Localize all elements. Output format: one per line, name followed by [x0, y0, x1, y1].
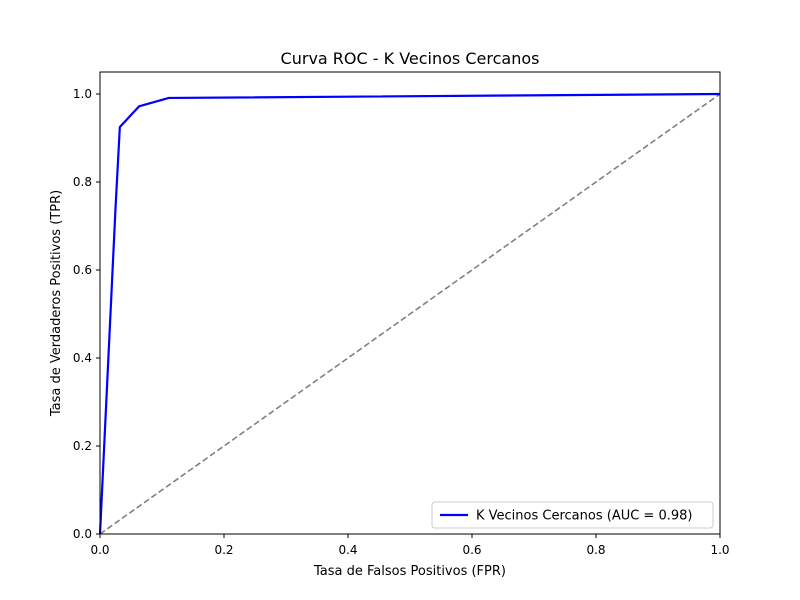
x-tick-label: 0.8: [586, 543, 605, 557]
x-tick-label: 1.0: [710, 543, 729, 557]
x-tick-label: 0.4: [338, 543, 357, 557]
legend-box: [431, 501, 714, 529]
y-tick-label: 0.0: [73, 527, 92, 541]
axes-frame: [99, 71, 721, 535]
y-tick-label: 1.0: [73, 87, 92, 101]
x-axis-label: Tasa de Falsos Positivos (FPR): [313, 564, 506, 579]
legend: K Vecinos Cercanos (AUC = 0.98): [431, 501, 714, 529]
y-axis-label: Tasa de Verdaderos Positivos (TPR): [49, 190, 64, 417]
chart-title: Curva ROC - K Vecinos Cercanos: [281, 49, 540, 68]
y-tick-label: 0.6: [73, 263, 92, 277]
legend-label: K Vecinos Cercanos (AUC = 0.98): [476, 509, 692, 524]
x-tick-label: 0.6: [462, 543, 481, 557]
chance-diagonal-line: [99, 93, 721, 535]
y-tick-label: 0.8: [73, 175, 92, 189]
x-tick-label: 0.0: [90, 543, 109, 557]
y-tick-label: 0.2: [73, 439, 92, 453]
plot-area: 0.0 0.2 0.4 0.6 0.8 1.0 0.0 0.2 0.4 0.6 0.8 1.0: [73, 71, 730, 557]
plot-background: [100, 72, 720, 534]
y-tick-label: 0.4: [73, 351, 92, 365]
x-tick-label: 0.2: [214, 543, 233, 557]
roc-curve-line: [98, 92, 721, 535]
